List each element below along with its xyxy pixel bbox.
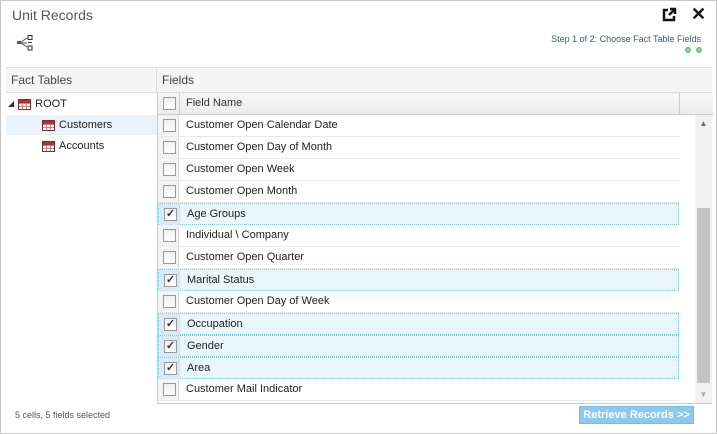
field-row[interactable]: Customer Open Day of Week: [158, 291, 679, 313]
checkbox-cell: ✓: [159, 270, 180, 291]
field-name: Customer Mail Indicator: [186, 383, 303, 395]
selection-status: 5 cells, 5 fields selected: [15, 410, 111, 420]
checkbox-cell: ✓: [159, 204, 180, 225]
fields-grid: Field Name Customer Open Calendar Date Cu…: [157, 93, 713, 404]
tree-item-label: ROOT: [35, 98, 67, 110]
scrollbar-thumb[interactable]: [697, 208, 710, 383]
tree-item-root[interactable]: ◢ ROOT: [8, 94, 67, 114]
field-row[interactable]: Customer Open Week: [158, 159, 679, 181]
vertical-scrollbar[interactable]: ▲ ▼: [695, 115, 712, 403]
checkbox-cell: [158, 379, 179, 400]
step-dot: [696, 47, 702, 53]
checkbox-cell: [158, 115, 179, 136]
field-name: Gender: [187, 340, 224, 352]
field-checkbox[interactable]: [163, 163, 176, 176]
fact-tables-tree: ◢ ROOT Customers Accounts: [6, 93, 157, 403]
table-icon: [18, 98, 32, 110]
field-row[interactable]: ✓ Age Groups: [158, 203, 679, 225]
step-dots: [685, 47, 702, 53]
step-indicator: Step 1 of 2: Choose Fact Table Fields: [551, 34, 701, 44]
field-name: Occupation: [187, 318, 243, 330]
field-name: Customer Open Calendar Date: [186, 119, 338, 131]
field-name: Area: [187, 362, 211, 374]
tree-item-label: Customers: [59, 119, 113, 131]
field-name: Customer Open Quarter: [186, 251, 304, 263]
field-checkbox[interactable]: ✓: [164, 318, 177, 331]
field-name: Customer Open Week: [186, 163, 295, 175]
checkbox-cell: ✓: [159, 336, 180, 357]
field-checkbox[interactable]: [163, 229, 176, 242]
column-header-field-name[interactable]: Field Name: [186, 97, 243, 109]
checkbox-cell: [158, 159, 179, 180]
dialog-title: Unit Records: [12, 7, 93, 23]
panels: Fact Tables Fields ◢ ROOT Customers Acco…: [6, 67, 713, 404]
checkbox-cell: [158, 225, 179, 246]
field-checkbox[interactable]: [163, 251, 176, 264]
scroll-up-arrow-icon[interactable]: ▲: [699, 119, 708, 128]
close-icon[interactable]: ✕: [691, 4, 707, 24]
tree-item-label: Accounts: [59, 140, 105, 152]
field-name: Individual \ Company: [186, 229, 289, 241]
fact-tables-header: Fact Tables: [6, 68, 157, 93]
tree-item-accounts[interactable]: Accounts: [42, 136, 104, 156]
field-checkbox[interactable]: ✓: [164, 362, 177, 375]
field-checkbox[interactable]: ✓: [164, 208, 177, 221]
scroll-down-arrow-icon[interactable]: ▼: [699, 390, 708, 399]
checkbox-cell: [158, 181, 179, 202]
select-all-checkbox[interactable]: [163, 97, 176, 110]
checkbox-cell: ✓: [159, 358, 180, 379]
table-icon: [42, 119, 55, 131]
field-name: Age Groups: [187, 208, 246, 220]
field-row[interactable]: ✓ Area: [158, 357, 679, 379]
hierarchy-icon[interactable]: [17, 35, 35, 51]
field-row[interactable]: Individual \ Company: [158, 225, 679, 247]
field-checkbox[interactable]: [163, 141, 176, 154]
field-row[interactable]: Customer Open Day of Month: [158, 137, 679, 159]
field-row[interactable]: ✓ Gender: [158, 335, 679, 357]
fields-header: Fields: [157, 68, 712, 93]
field-row[interactable]: ✓ Marital Status: [158, 269, 679, 291]
field-row[interactable]: Customer Open Calendar Date: [158, 115, 679, 137]
field-row[interactable]: ✓ Occupation: [158, 313, 679, 335]
tree-item-customers[interactable]: Customers: [6, 115, 157, 135]
table-icon: [42, 140, 55, 152]
checkbox-cell: [158, 137, 179, 158]
field-name: Customer Open Month: [186, 185, 298, 197]
grid-header: Field Name: [158, 93, 713, 115]
field-checkbox[interactable]: [163, 119, 176, 132]
field-name: Marital Status: [187, 274, 255, 286]
field-checkbox[interactable]: ✓: [164, 340, 177, 353]
checkbox-cell: ✓: [159, 314, 180, 335]
external-link-icon[interactable]: [661, 7, 677, 28]
field-checkbox[interactable]: [163, 383, 176, 396]
retrieve-records-button[interactable]: Retrieve Records >>: [579, 406, 694, 424]
field-name: Customer Open Day of Week: [186, 295, 330, 307]
checkbox-cell: [158, 247, 179, 268]
field-name: Customer Open Day of Month: [186, 141, 333, 153]
field-checkbox[interactable]: [163, 295, 176, 308]
field-checkbox[interactable]: ✓: [164, 274, 177, 287]
field-row[interactable]: Customer Open Quarter: [158, 247, 679, 269]
step-dot: [685, 47, 691, 53]
checkbox-cell: [158, 291, 179, 312]
field-row[interactable]: Customer Mail Indicator: [158, 379, 679, 401]
expand-triangle-icon[interactable]: ◢: [8, 99, 15, 108]
field-row[interactable]: Customer Open Month: [158, 181, 679, 203]
field-checkbox[interactable]: [163, 185, 176, 198]
